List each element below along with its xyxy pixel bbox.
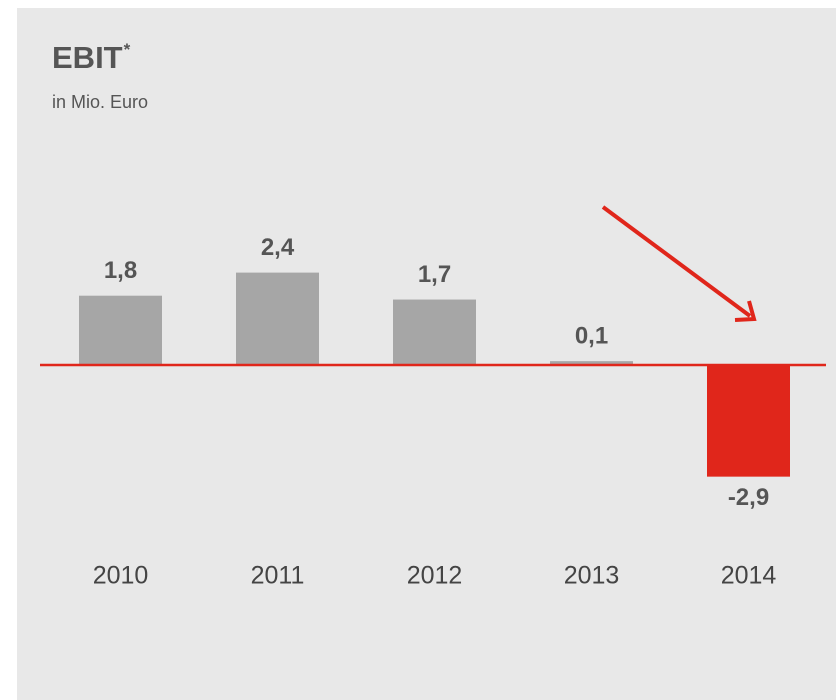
x-tick-label: 2013 — [564, 562, 620, 590]
chart-subtitle: in Mio. Euro — [52, 92, 148, 112]
x-tick-label: 2014 — [721, 562, 777, 590]
arrow-shaft — [601, 205, 752, 318]
bar — [236, 272, 319, 365]
value-label: 1,7 — [418, 261, 451, 288]
bar — [550, 361, 633, 365]
trend-arrow — [601, 205, 757, 322]
title-marker: * — [124, 40, 131, 59]
x-tick-label: 2011 — [251, 562, 305, 590]
value-label: 2,4 — [261, 234, 295, 261]
x-tick-label: 2012 — [407, 562, 463, 590]
value-label: 0,1 — [575, 322, 608, 349]
x-tick-label: 2010 — [93, 562, 149, 590]
value-label: 1,8 — [104, 257, 137, 284]
bar — [79, 295, 162, 365]
arrow-head — [734, 300, 757, 322]
value-label: -2,9 — [728, 484, 769, 511]
bar — [707, 365, 790, 477]
chart-title: EBIT — [52, 40, 123, 75]
bar — [393, 299, 476, 365]
